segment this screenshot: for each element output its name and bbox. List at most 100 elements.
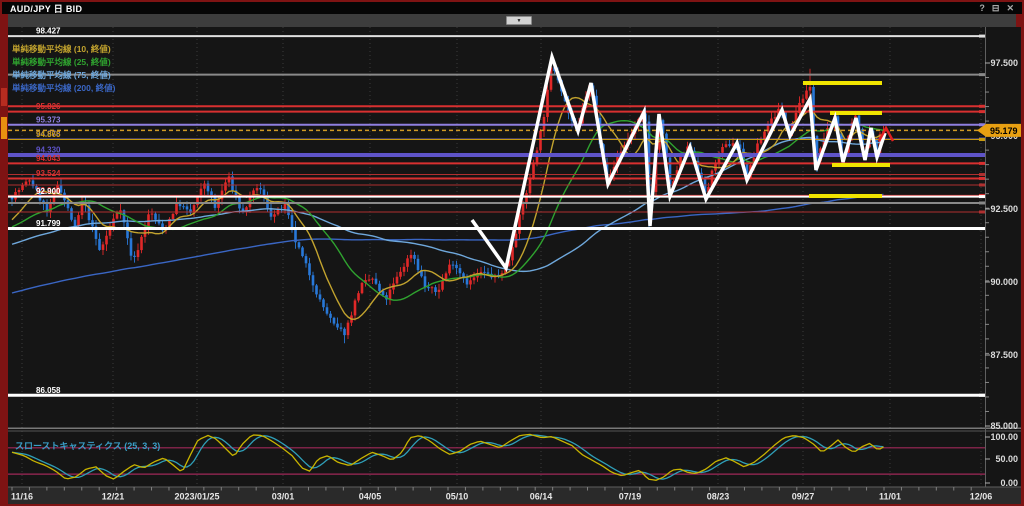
title-bar[interactable]: AUD/JPY 日 BID ? ⊟ ✕: [2, 2, 1022, 14]
candle-body: [178, 203, 182, 207]
candle-body: [339, 327, 343, 329]
candle-body: [59, 184, 63, 193]
candle-body: [721, 147, 724, 153]
sma-200-line: [11, 193, 884, 294]
candle-body: [241, 208, 245, 211]
candle-body: [759, 139, 763, 144]
legend-item-sma-200[interactable]: 単純移動平均線 (200, 終値): [12, 83, 116, 93]
candle-body: [724, 144, 728, 148]
date-label: 12/06: [970, 492, 993, 502]
candle-body: [756, 143, 759, 158]
candle-body: [395, 276, 399, 284]
candle-body: [668, 157, 672, 187]
date-label: 11/16: [11, 492, 33, 502]
level-axis-dot: [979, 210, 985, 214]
candle-body: [24, 181, 28, 186]
legend-item-sma-75[interactable]: 単純移動平均線 (75, 終値): [12, 70, 111, 80]
level-axis-dot: [979, 176, 985, 180]
candle-body: [87, 205, 91, 221]
level-label: 95.373: [36, 115, 61, 124]
date-label: 12/21: [102, 492, 125, 502]
candle-body: [805, 90, 808, 99]
chart-background: [8, 27, 1021, 504]
candle-body: [448, 264, 451, 274]
candle-body: [28, 180, 31, 182]
candle-body: [234, 190, 238, 198]
candle-body: [70, 208, 73, 220]
candle-body: [140, 236, 143, 251]
price-axis-label: 85.000: [990, 421, 1018, 431]
legend-item-sma-25[interactable]: 単純移動平均線 (25, 終値): [12, 57, 111, 67]
level-axis-dot: [979, 73, 985, 77]
current-price-tag: [977, 123, 1021, 137]
candle-body: [399, 271, 402, 277]
candle-body: [196, 196, 199, 206]
date-label: 08/23: [707, 492, 730, 502]
candle-body: [294, 227, 297, 243]
candle-body: [31, 180, 35, 187]
candle-body: [465, 278, 469, 285]
date-label: 2023/01/25: [174, 492, 219, 502]
level-axis-dot: [979, 201, 985, 205]
candle-body: [322, 299, 325, 308]
candle-body: [77, 215, 80, 227]
candle-body: [273, 214, 276, 217]
candle-body: [157, 219, 161, 224]
candle-body: [661, 120, 665, 134]
candle-body: [665, 133, 668, 158]
price-axis-label: 0.00: [1000, 478, 1018, 488]
candle-body: [409, 254, 413, 259]
candle-body: [98, 238, 101, 250]
candle-body: [798, 102, 801, 113]
level-axis-dot: [979, 393, 985, 397]
close-icon[interactable]: ✕: [1006, 2, 1014, 13]
price-axis-label: 92.500: [990, 204, 1018, 214]
candle-body: [658, 120, 661, 150]
zigzag-line[interactable]: [470, 50, 887, 273]
price-axis-label: 87.500: [990, 350, 1018, 360]
toolbar-collapse-button[interactable]: ▼: [506, 16, 532, 25]
candle-body: [115, 212, 119, 219]
candle-body: [185, 206, 189, 210]
candle-body: [420, 270, 423, 277]
candle-body: [290, 215, 294, 228]
price-axis[interactable]: 97.50095.00092.50090.00087.50085.000100.…: [985, 58, 1018, 488]
candle-body: [441, 280, 444, 290]
candle-body: [367, 279, 371, 281]
price-axis-label: 97.500: [990, 58, 1018, 68]
maximize-icon[interactable]: ⊟: [991, 2, 1000, 13]
candle-body: [437, 289, 441, 293]
level-axis-dot: [979, 104, 985, 108]
left-border-marker-red: [1, 88, 7, 106]
date-axis[interactable]: 11/16 12/21 2023/01/25 03/01 04/05 05/10 06/14…: [11, 487, 992, 502]
candle-body: [777, 108, 780, 118]
candle-body: [49, 203, 52, 212]
candle-body: [80, 202, 84, 216]
level-label: 94.865: [36, 130, 61, 139]
date-label: 06/14: [530, 492, 553, 502]
legend-item-sma-10[interactable]: 単純移動平均線 (10, 終値): [12, 44, 111, 54]
candle-body: [21, 185, 24, 191]
help-button[interactable]: ?: [979, 2, 985, 13]
candle-body: [371, 278, 374, 280]
candle-body: [336, 323, 339, 328]
candle-body: [766, 124, 770, 132]
window-title: AUD/JPY 日 BID: [10, 3, 83, 14]
candle-body: [815, 136, 819, 162]
candle-body: [112, 218, 115, 228]
candle-body: [129, 238, 133, 256]
level-label: 92.900: [36, 187, 61, 196]
candle-body: [343, 328, 346, 336]
candle-body: [374, 278, 378, 284]
candle-body: [497, 274, 500, 276]
candle-body: [427, 287, 430, 289]
candle-body: [73, 219, 77, 227]
candle-body: [700, 172, 703, 179]
current-price-value: 95.179: [990, 126, 1018, 136]
candle-body: [332, 317, 336, 324]
yellow-segments[interactable]: [803, 81, 890, 198]
date-label: 05/10: [446, 492, 469, 502]
candle-body: [255, 188, 259, 191]
date-axis-strip[interactable]: [8, 487, 1021, 504]
